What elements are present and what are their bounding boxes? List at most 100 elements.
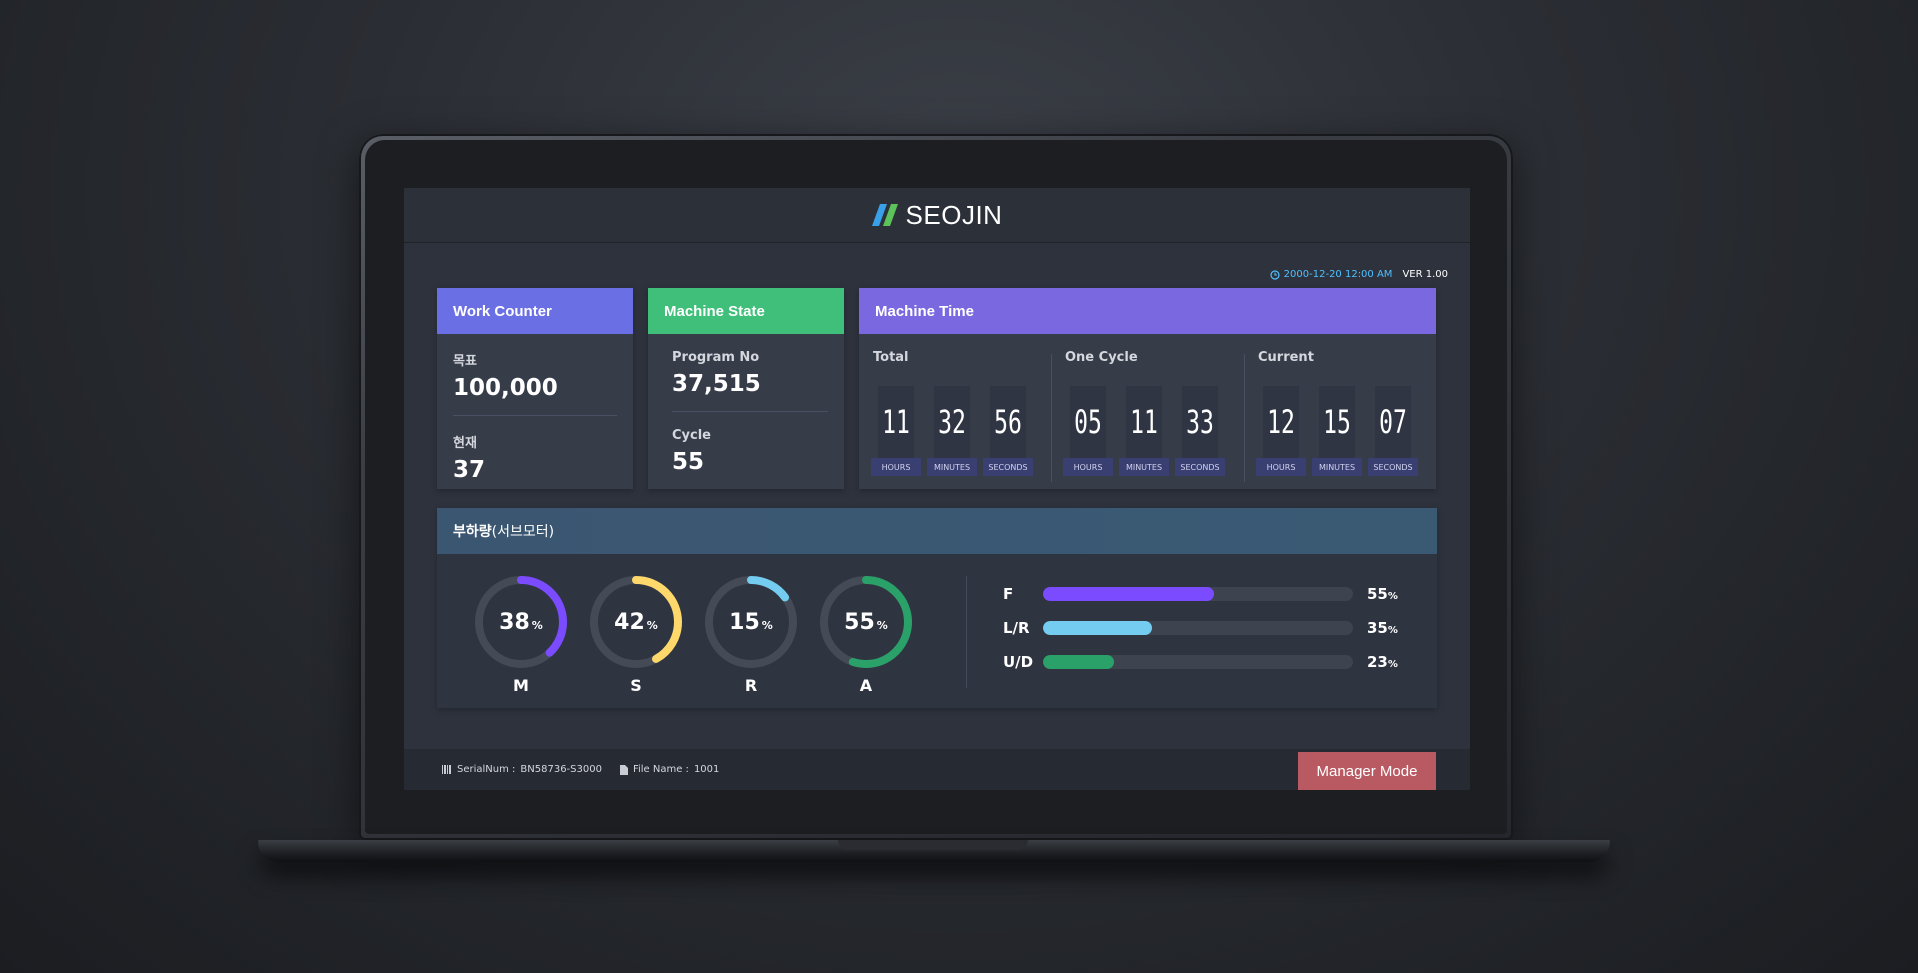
footer-info: SerialNum : BN58736-S3000 File Name : 10… (442, 764, 719, 775)
gauge-label: A (859, 676, 873, 695)
gauge-value: 42% (614, 609, 658, 635)
clock-icon (1270, 269, 1280, 280)
minutes-value: 11 (1126, 386, 1162, 458)
machine-state-title: Machine State (648, 288, 844, 334)
laptop-notch (838, 840, 1028, 850)
program-value: 37,515 (672, 371, 761, 397)
minutes-unit: MINUTES (1119, 458, 1169, 476)
bar-fill (1043, 655, 1115, 669)
laptop-base (258, 840, 1610, 862)
gauge-ring (705, 576, 797, 668)
seconds-value: 07 (1375, 386, 1411, 458)
minutes-value: 15 (1319, 386, 1355, 458)
file-label: File Name : (632, 764, 689, 775)
bar-track (1043, 587, 1353, 601)
serial-value: BN58736-S3000 (520, 764, 602, 775)
bar-value: 23% (1367, 653, 1398, 671)
logo: SEOJIN (871, 199, 1003, 231)
datetime-text: 2000-12-20 12:00 AM (1283, 269, 1393, 280)
work-counter-title: Work Counter (437, 288, 633, 334)
program-label: Program No (672, 350, 760, 365)
gauge-arc (705, 576, 797, 668)
gauge-label: R (744, 676, 758, 695)
current-value: 37 (453, 457, 486, 483)
file-value: 1001 (693, 764, 720, 775)
hours-value: 12 (1263, 386, 1299, 458)
bar-row-lr: L/R 35% (1003, 618, 1403, 638)
hours-value: 05 (1070, 386, 1106, 458)
hours-value: 11 (878, 386, 914, 458)
hours-unit: HOURS (871, 458, 921, 476)
minutes-unit: MINUTES (1312, 458, 1362, 476)
divider (966, 576, 967, 688)
time-group-one-cycle: One Cycle 05 HOURS 11 MINUTES 33 SECONDS (1051, 334, 1243, 489)
file-icon (619, 764, 628, 775)
gauge-arc (475, 576, 567, 668)
gauge-value: 55% (844, 609, 888, 635)
divider (1051, 354, 1052, 482)
bar-track (1043, 621, 1353, 635)
bar-value: 55% (1367, 585, 1398, 603)
divider (453, 415, 617, 416)
machine-time-title: Machine Time (859, 288, 1436, 334)
bar-value: 35% (1367, 619, 1398, 637)
logo-mark-icon (871, 204, 898, 226)
machine-state-card: Machine State Program No 37,515 Cycle 55 (648, 288, 844, 489)
load-title-text: 부하량 (453, 524, 492, 540)
gauge-ring (820, 576, 912, 668)
time-group-total: Total 11 HOURS 32 MINUTES 56 SECONDS (859, 334, 1051, 489)
divider (1244, 354, 1245, 482)
cycle-value: 55 (672, 449, 705, 475)
bar-label: F (1003, 585, 1014, 603)
time-group-label: Total (873, 350, 909, 365)
cycle-label: Cycle (672, 428, 711, 443)
load-title: 부하량 (서브모터) (437, 508, 1437, 554)
gauge-value: 38% (499, 609, 543, 635)
gauge-m: 38% M (473, 574, 569, 695)
manager-mode-button[interactable]: Manager Mode (1298, 752, 1436, 790)
seconds-unit: SECONDS (1368, 458, 1418, 476)
bar-track (1043, 655, 1353, 669)
version-text: VER 1.00 (1402, 269, 1448, 280)
bar-fill (1043, 587, 1214, 601)
gauge-ring (590, 576, 682, 668)
gauge-arc (820, 576, 912, 668)
seconds-unit: SECONDS (1175, 458, 1225, 476)
time-group-current: Current 12 HOURS 15 MINUTES 07 SECONDS (1244, 334, 1436, 489)
work-counter-card: Work Counter 목표 100,000 현재 37 (437, 288, 633, 489)
bar-label: U/D (1003, 653, 1034, 671)
gauge-label: M (513, 676, 529, 695)
serial-label: SerialNum : (457, 764, 516, 775)
barcode-icon (442, 765, 451, 774)
seconds-value: 56 (990, 386, 1026, 458)
target-label: 목표 (453, 354, 477, 369)
top-bar: SEOJIN (404, 188, 1470, 243)
divider (672, 411, 828, 412)
app-screen: SEOJIN 2000-12-20 12:00 AM VER 1.00 Work… (404, 188, 1470, 790)
time-group-label: One Cycle (1065, 350, 1138, 365)
machine-time-card: Machine Time Total 11 HOURS 32 MINUTES 56 S… (859, 288, 1436, 489)
gauge-s: 42% S (588, 574, 684, 695)
target-value: 100,000 (453, 375, 558, 401)
datetime-version: 2000-12-20 12:00 AM VER 1.00 (1270, 269, 1448, 280)
gauge-ring (475, 576, 567, 668)
seconds-value: 33 (1182, 386, 1218, 458)
current-label: 현재 (453, 436, 477, 451)
bar-label: L/R (1003, 619, 1030, 637)
gauge-value: 15% (729, 609, 773, 635)
footer-bar: SerialNum : BN58736-S3000 File Name : 10… (404, 749, 1470, 790)
logo-text: SEOJIN (905, 199, 1003, 230)
hours-unit: HOURS (1063, 458, 1113, 476)
hours-unit: HOURS (1256, 458, 1306, 476)
bar-row-ud: U/D 23% (1003, 652, 1403, 672)
gauge-label: S (630, 676, 642, 695)
minutes-unit: MINUTES (927, 458, 977, 476)
seconds-unit: SECONDS (983, 458, 1033, 476)
minutes-value: 32 (934, 386, 970, 458)
load-subtitle: (서브모터) (491, 524, 555, 540)
gauge-arc (590, 576, 682, 668)
gauge-a: 55% A (818, 574, 914, 695)
bar-fill (1043, 621, 1152, 635)
bar-row-f: F 55% (1003, 584, 1403, 604)
time-group-label: Current (1258, 350, 1314, 365)
